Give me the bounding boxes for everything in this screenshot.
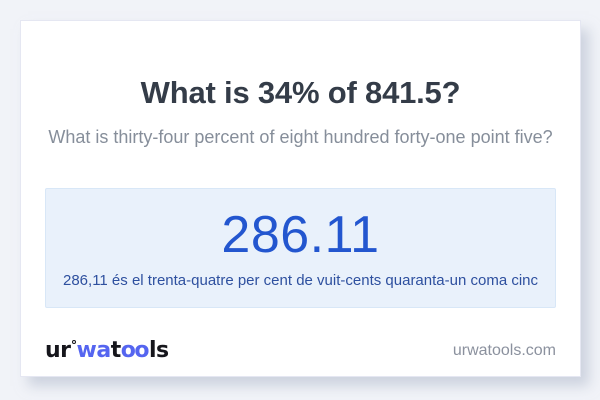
logo-text-wa: wa [76, 338, 112, 363]
logo-text-t: t [110, 338, 122, 363]
result-box: 286.11 286,11 és el trenta-quatre per ce… [45, 188, 556, 308]
logo-text-ur: ur [45, 338, 71, 363]
page-title: What is 34% of 841.5? [140, 75, 461, 110]
answer-card: What is 34% of 841.5? What is thirty-fou… [20, 20, 581, 377]
ring-icon [71, 340, 76, 344]
card-footer: ur wa t oo ls urwatools.com [45, 338, 556, 376]
result-sentence: 286,11 és el trenta-quatre per cent de v… [63, 272, 538, 289]
urwatools-logo[interactable]: ur wa t oo ls [45, 338, 169, 363]
logo-text-ls: ls [148, 338, 169, 363]
site-domain-text: urwatools.com [452, 341, 556, 359]
page-subtitle: What is thirty-four percent of eight hun… [48, 127, 553, 147]
logo-text-oo: oo [120, 338, 150, 363]
result-value: 286.11 [221, 206, 380, 264]
